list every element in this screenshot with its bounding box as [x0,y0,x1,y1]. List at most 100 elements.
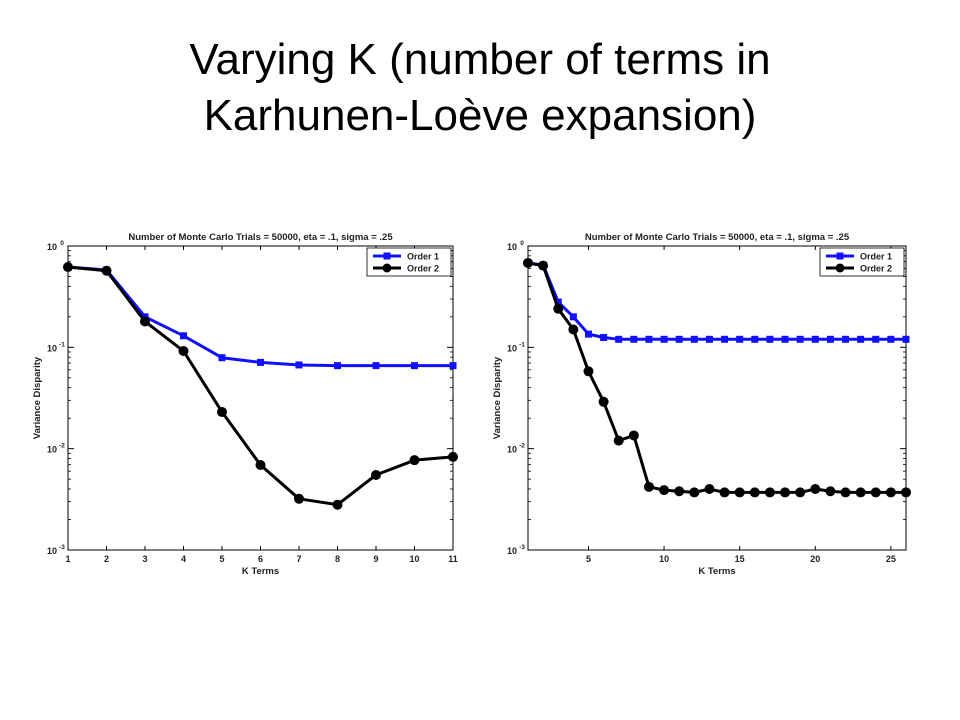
right-legend-swatch-marker [836,252,844,260]
left-legend: Order 1 Order 2 [366,247,452,277]
right-series-2-point [795,487,806,498]
left-y-tick-label-exp: -1 [59,341,65,348]
right-y-tick-label-base: 10 [507,242,517,252]
left-series-1-point [372,362,380,370]
right-series-1-point [842,335,850,343]
right-series-1-point [675,335,683,343]
right-y-tick-label-base: 10 [507,445,517,455]
left-legend-label: Order 2 [407,264,439,274]
right-series-2-point [598,396,609,407]
right-series-2-point [628,430,639,441]
right-series-2-point [764,487,775,498]
right-series-1-point [600,334,608,342]
left-x-tick-label: 3 [142,554,147,564]
right-series-2-point [780,487,791,498]
left-x-tick-label: 4 [181,554,186,564]
right-x-tick-label: 10 [659,554,669,564]
right-series-1-point [736,335,744,343]
right-series-2-point [538,260,549,271]
right-y-tick-label-base: 10 [507,343,517,353]
left-legend-box [366,247,452,277]
right-y-tick-label-exp: -1 [519,341,525,348]
right-y-tick-label-base: 10 [507,546,517,556]
left-x-tick-label: 8 [335,554,340,564]
right-series-2-point [613,435,624,446]
left-x-tick-label: 9 [373,554,378,564]
right-series-1-point [872,335,880,343]
right-series-1-point [781,335,789,343]
right-series-1-point [554,298,562,306]
right-series-2-point [583,366,594,377]
right-series-1-point [902,335,910,343]
left-y-tick-label-exp: -2 [59,443,65,450]
left-series-2-point [448,451,458,462]
right-plot-frame [527,245,907,551]
right-series-1-point [811,335,819,343]
right-series-2-point [568,324,579,335]
left-x-tick-label: 1 [65,554,70,564]
left-x-tick-label: 5 [219,554,224,564]
left-series-2-point [332,499,343,510]
right-series-2-point [523,257,533,268]
chart-right-svg: Number of Monte Carlo Trials = 50000, et… [492,232,911,577]
left-series-2-point [217,407,227,418]
left-x-tick-label: 10 [409,554,419,564]
left-series-2-point [371,469,381,480]
left-chart-title: Number of Monte Carlo Trials = 50000, et… [128,232,393,243]
right-y-tick-label-exp: -2 [519,443,525,450]
left-series-1-point [218,354,226,362]
left-y-tick-label-base: 10 [47,445,57,455]
right-series-1-point [615,335,623,343]
right-series-1-point [721,335,729,343]
left-legend-swatch-marker [383,252,391,260]
left-series-2-point [409,455,420,466]
left-series-2-point [255,459,266,470]
left-series-2-point [63,262,73,273]
left-series-1-point [257,358,264,366]
left-series-2-point [294,493,304,504]
right-chart-title: Number of Monte Carlo Trials = 50000, et… [585,232,850,243]
right-series-1-point [766,335,774,343]
left-x-tick-label: 7 [296,554,301,564]
left-y-tick-label-exp: 0 [60,240,64,247]
right-series-2-point [749,487,760,498]
right-series-2-point [674,486,685,497]
left-y-axis-label: Variance Disparity [32,356,43,439]
slide-title: Varying K (number of terms in Karhunen-L… [0,32,960,144]
left-x-tick-label: 11 [448,554,458,564]
left-series-1-point [180,332,187,340]
right-series-1-point [705,335,713,343]
left-x-tick-label: 2 [104,554,109,564]
slide-title-line-1: Varying K (number of terms in [189,35,771,84]
left-plot-frame [67,245,454,551]
left-y-tick-label-exp: -3 [59,544,65,551]
left-series-1-point [411,362,418,370]
right-legend: Order 1 Order 2 [819,247,905,277]
left-series-1-point [334,362,341,370]
left-series-2-point [101,265,112,276]
right-series-2-point [810,483,821,494]
left-y-tick-label-base: 10 [47,343,57,353]
right-series-1-point [796,335,804,343]
right-series-1-point [584,330,592,338]
right-series-1-point [569,313,577,321]
right-y-tick-label-exp: 0 [520,240,524,247]
left-y-tick-label-base: 10 [47,242,57,252]
right-series-2-point [855,487,866,498]
right-series-2-point [870,487,881,498]
right-legend-swatch-marker [835,263,845,273]
right-y-axis-label: Variance Disparity [492,356,503,439]
right-x-tick-label: 5 [586,554,591,564]
chart-right: Number of Monte Carlo Trials = 50000, et… [488,226,918,586]
right-series-2-point [704,483,715,494]
left-series-1-point [295,361,303,369]
right-legend-box [819,247,905,277]
right-x-axis-label: K Terms [698,566,735,577]
right-y-tick-label-exp: -3 [519,544,525,551]
right-series-2-point [840,487,851,498]
right-series-2-point [719,487,730,498]
left-series-2-point [140,316,150,327]
left-legend-label: Order 1 [407,252,439,262]
right-series-2-point [689,487,700,498]
right-series-1-point [887,335,895,343]
